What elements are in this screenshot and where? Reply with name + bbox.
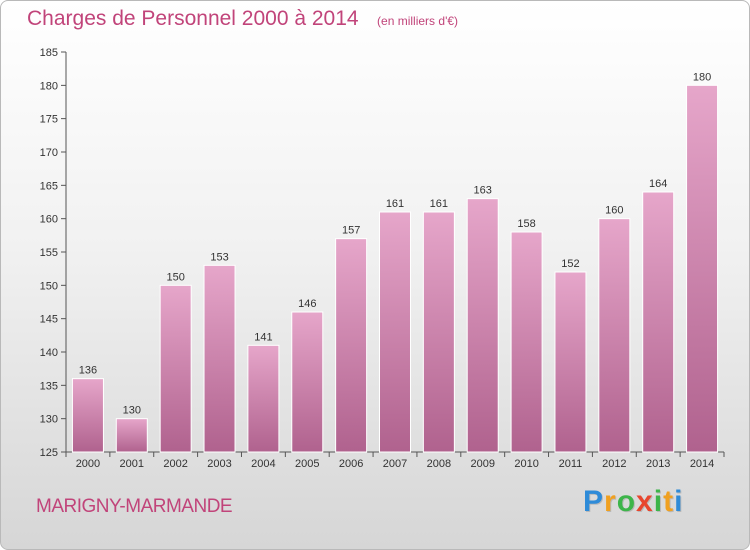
data-label-2010: 158 (517, 218, 535, 230)
y-tick-label: 145 (40, 314, 58, 326)
bar-2005 (291, 311, 324, 453)
y-tick-label: 150 (40, 280, 58, 292)
bar-2012 (598, 218, 631, 453)
x-tick-label: 2009 (470, 458, 494, 470)
data-label-2000: 136 (79, 365, 97, 377)
bar-2013 (642, 191, 675, 453)
x-tick-label: 2014 (690, 458, 714, 470)
data-label-2014: 180 (693, 71, 711, 83)
bar-2009 (466, 198, 499, 453)
chart-unit: (en milliers d'€) (377, 14, 459, 28)
bar-2006 (335, 238, 368, 453)
x-tick-label: 2006 (339, 458, 363, 470)
data-label-2011: 152 (561, 258, 579, 270)
y-tick-label: 175 (40, 114, 58, 126)
y-tick-label: 160 (40, 214, 58, 226)
x-tick-label: 2013 (646, 458, 670, 470)
bar-2014 (686, 84, 719, 453)
data-label-2006: 157 (342, 225, 360, 237)
x-tick-label: 2007 (383, 458, 407, 470)
y-tick-label: 125 (40, 447, 58, 459)
bar-2002 (159, 284, 192, 453)
proxiti-logo[interactable]: Proxiti (583, 485, 684, 518)
bar-2001 (115, 418, 148, 453)
data-label-2013: 164 (649, 178, 667, 190)
data-label-2012: 160 (605, 205, 623, 217)
x-tick-label: 2004 (251, 458, 275, 470)
y-tick-label: 180 (40, 80, 58, 92)
data-label-2005: 146 (298, 298, 316, 310)
y-tick-label: 130 (40, 414, 58, 426)
bar-2008 (422, 211, 455, 453)
data-label-2004: 141 (254, 331, 272, 343)
y-tick-label: 140 (40, 347, 58, 359)
data-label-2009: 163 (474, 185, 492, 197)
y-tick-label: 155 (40, 247, 58, 259)
bar-2007 (379, 211, 411, 453)
x-tick-label: 2012 (602, 458, 626, 470)
x-tick-label: 2001 (120, 458, 144, 470)
x-tick-label: 2002 (163, 458, 187, 470)
y-tick-label: 185 (40, 47, 58, 59)
bar-2004 (247, 344, 280, 453)
commune-name: MARIGNY-MARMANDE (36, 496, 233, 517)
x-tick-label: 2003 (207, 458, 231, 470)
data-label-2008: 161 (430, 198, 448, 210)
x-tick-label: 2010 (514, 458, 538, 470)
y-tick-label: 135 (40, 380, 58, 392)
bar-2003 (203, 264, 236, 453)
bar-2010 (510, 231, 543, 453)
y-tick-label: 170 (40, 147, 58, 159)
data-label-2002: 150 (166, 271, 184, 283)
chart-title: Charges de Personnel 2000 à 2014 (27, 7, 359, 30)
y-tick-label: 165 (40, 180, 58, 192)
data-label-2001: 130 (123, 405, 141, 417)
x-tick-label: 2000 (76, 458, 100, 470)
chart-title-group: Charges de Personnel 2000 à 2014 (en mil… (27, 7, 458, 31)
bar-2000 (71, 378, 104, 453)
data-label-2003: 153 (210, 251, 228, 263)
x-tick-label: 2005 (295, 458, 319, 470)
data-label-2007: 161 (386, 198, 404, 210)
x-tick-label: 2011 (559, 458, 583, 470)
bar-2011 (554, 271, 587, 453)
x-tick-label: 2008 (427, 458, 451, 470)
